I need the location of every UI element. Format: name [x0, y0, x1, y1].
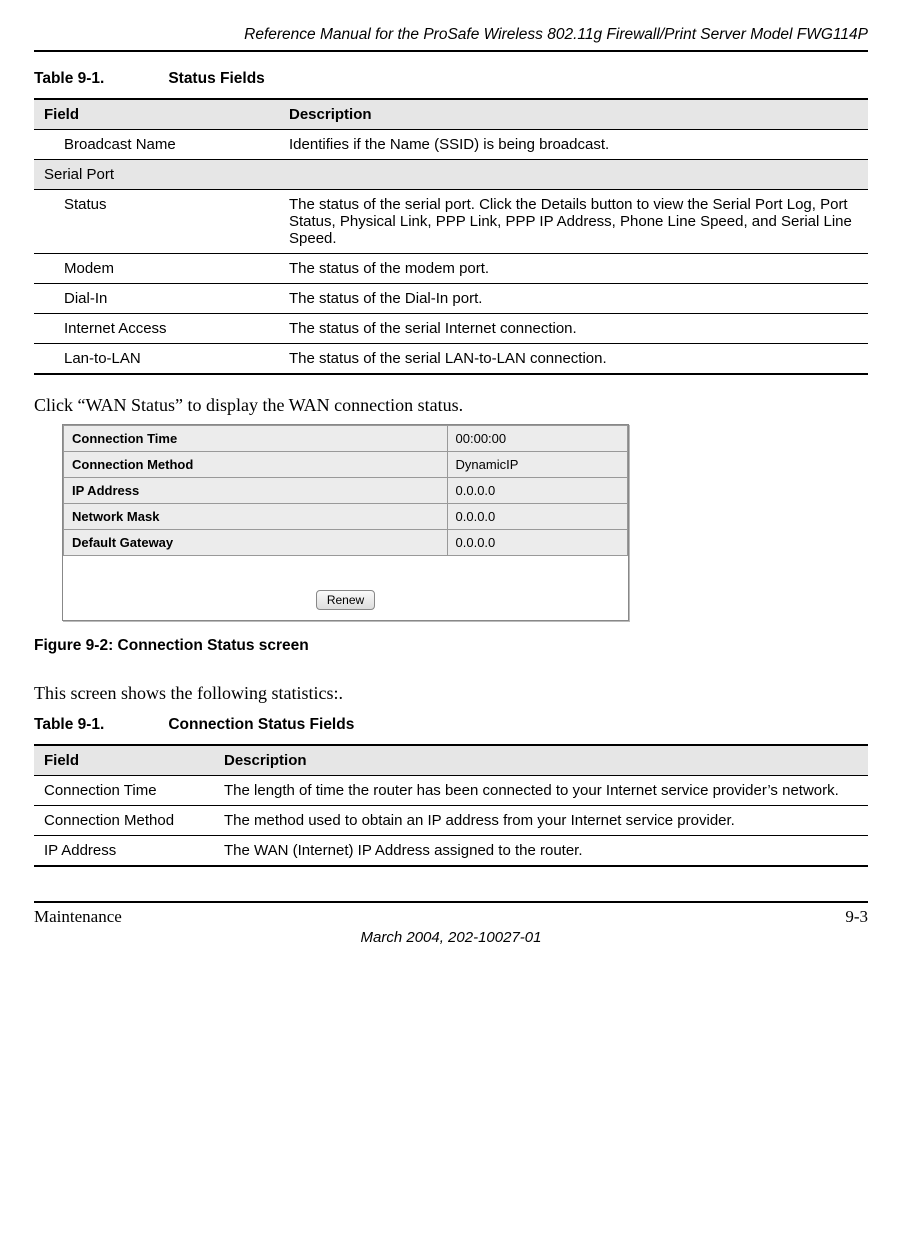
cell-desc: The status of the modem port.: [279, 254, 868, 284]
cell-desc: The status of the serial port. Click the…: [279, 190, 868, 254]
stats-intro-text: This screen shows the following statisti…: [34, 683, 868, 704]
wan-button-row: Renew: [63, 556, 628, 612]
conn-table-number: Table 9-1.: [34, 716, 164, 734]
table-row: Connection Method DynamicIP: [64, 452, 628, 478]
doc-header-title: Reference Manual for the ProSafe Wireles…: [34, 26, 868, 44]
status-table-caption: Table 9-1. Status Fields: [34, 70, 868, 88]
wan-intro-text: Click “WAN Status” to display the WAN co…: [34, 395, 868, 416]
wan-value: DynamicIP: [447, 452, 627, 478]
cell-field: Connection Time: [34, 776, 214, 806]
cell-desc: The status of the Dial-In port.: [279, 284, 868, 314]
table-row: Default Gateway 0.0.0.0: [64, 530, 628, 556]
renew-button[interactable]: Renew: [316, 590, 375, 610]
wan-label: Default Gateway: [64, 530, 448, 556]
page-footer: Maintenance 9-3 March 2004, 202-10027-01: [34, 901, 868, 946]
cell-field: Lan-to-LAN: [34, 344, 279, 375]
wan-value: 0.0.0.0: [447, 530, 627, 556]
cell-field: Internet Access: [34, 314, 279, 344]
cell-desc: The length of time the router has been c…: [214, 776, 868, 806]
col-desc: Description: [279, 99, 868, 130]
wan-status-panel: Connection Time 00:00:00 Connection Meth…: [62, 424, 629, 621]
table-row: Internet Access The status of the serial…: [34, 314, 868, 344]
status-table-number: Table 9-1.: [34, 70, 164, 88]
wan-label: Connection Method: [64, 452, 448, 478]
footer-date-doc: March 2004, 202-10027-01: [34, 929, 868, 946]
header-rule: [34, 50, 868, 52]
wan-value: 0.0.0.0: [447, 478, 627, 504]
cell-field: Serial Port: [34, 160, 279, 190]
wan-status-table: Connection Time 00:00:00 Connection Meth…: [63, 425, 628, 556]
wan-label: IP Address: [64, 478, 448, 504]
table-row: Connection Time The length of time the r…: [34, 776, 868, 806]
conn-table-title: Connection Status Fields: [168, 716, 354, 733]
table-row: Lan-to-LAN The status of the serial LAN-…: [34, 344, 868, 375]
col-desc: Description: [214, 745, 868, 776]
table-row: Status The status of the serial port. Cl…: [34, 190, 868, 254]
status-fields-table: Field Description Broadcast Name Identif…: [34, 98, 868, 375]
table-row: Network Mask 0.0.0.0: [64, 504, 628, 530]
table-row: Serial Port: [34, 160, 868, 190]
wan-label: Connection Time: [64, 426, 448, 452]
col-field: Field: [34, 745, 214, 776]
figure-caption: Figure 9-2: Connection Status screen: [34, 637, 868, 655]
col-field: Field: [34, 99, 279, 130]
cell-desc: [279, 160, 868, 190]
footer-page-number: 9-3: [845, 907, 868, 927]
wan-value: 0.0.0.0: [447, 504, 627, 530]
cell-desc: The status of the serial LAN-to-LAN conn…: [279, 344, 868, 375]
footer-rule: [34, 901, 868, 903]
wan-label: Network Mask: [64, 504, 448, 530]
cell-field: Dial-In: [34, 284, 279, 314]
cell-field: Modem: [34, 254, 279, 284]
cell-field: Broadcast Name: [34, 130, 279, 160]
table-row: Dial-In The status of the Dial-In port.: [34, 284, 868, 314]
table-row: Modem The status of the modem port.: [34, 254, 868, 284]
cell-field: Status: [34, 190, 279, 254]
cell-desc: The status of the serial Internet connec…: [279, 314, 868, 344]
table-row: Connection Time 00:00:00: [64, 426, 628, 452]
cell-desc: The method used to obtain an IP address …: [214, 806, 868, 836]
cell-field: Connection Method: [34, 806, 214, 836]
cell-desc: The WAN (Internet) IP Address assigned t…: [214, 836, 868, 867]
footer-section: Maintenance: [34, 907, 122, 927]
table-row: Connection Method The method used to obt…: [34, 806, 868, 836]
conn-table-caption: Table 9-1. Connection Status Fields: [34, 716, 868, 734]
cell-field: IP Address: [34, 836, 214, 867]
wan-value: 00:00:00: [447, 426, 627, 452]
connection-status-table: Field Description Connection Time The le…: [34, 744, 868, 867]
table-row: Broadcast Name Identifies if the Name (S…: [34, 130, 868, 160]
table-row: IP Address 0.0.0.0: [64, 478, 628, 504]
status-table-title: Status Fields: [168, 70, 264, 87]
cell-desc: Identifies if the Name (SSID) is being b…: [279, 130, 868, 160]
table-row: IP Address The WAN (Internet) IP Address…: [34, 836, 868, 867]
